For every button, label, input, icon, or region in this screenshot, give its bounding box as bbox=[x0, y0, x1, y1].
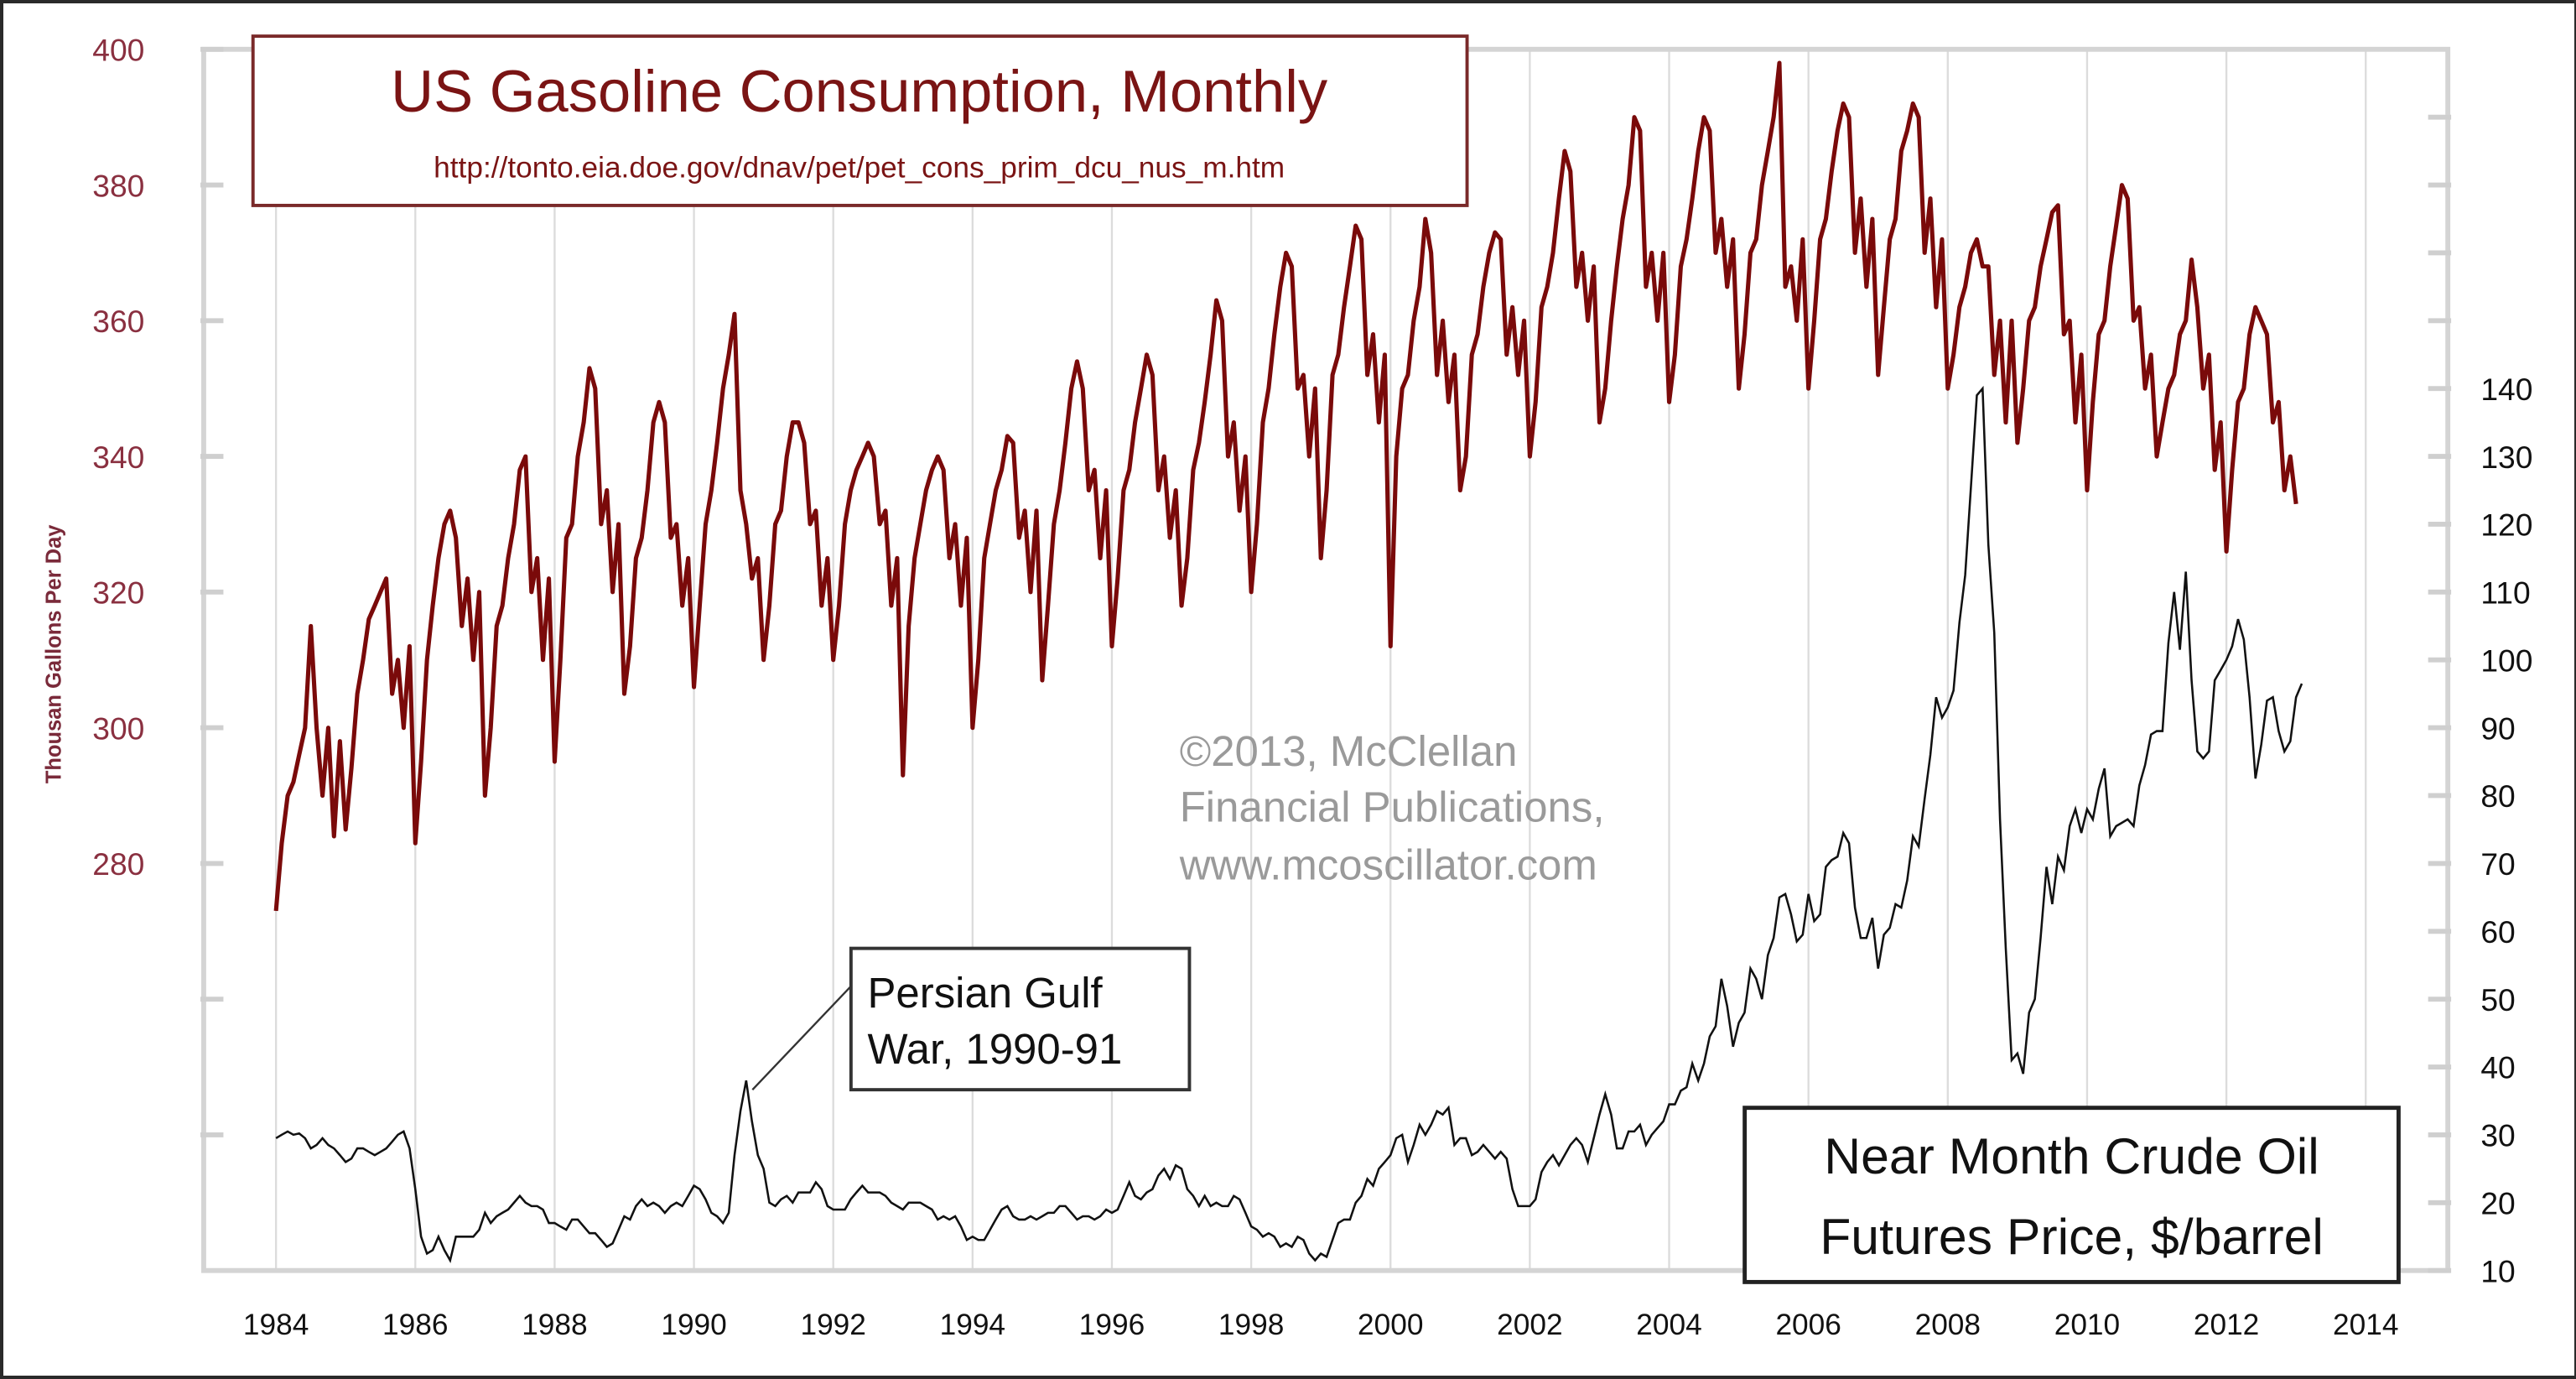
watermark-line-3: www.mcoscillator.com bbox=[1179, 840, 1597, 888]
right-y-tick-label: 90 bbox=[2480, 710, 2515, 746]
x-tick-label: 2004 bbox=[1636, 1309, 1701, 1341]
crude-oil-title-box: Near Month Crude Oil Futures Price, $/ba… bbox=[1742, 1106, 2401, 1284]
x-tick-label: 1988 bbox=[522, 1309, 587, 1341]
left-y-tick-label: 340 bbox=[92, 440, 144, 475]
chart-title: US Gasoline Consumption, Monthly bbox=[391, 58, 1328, 124]
right-y-tick-label: 140 bbox=[2480, 372, 2532, 407]
annotation-pointer bbox=[751, 985, 852, 1090]
plot-area-border bbox=[201, 46, 2451, 1273]
left-y-tick-label: 320 bbox=[92, 575, 144, 611]
gasoline-title-box: US Gasoline Consumption, Monthly http://… bbox=[251, 34, 1469, 207]
crude-oil-series-line bbox=[275, 385, 2303, 1263]
x-tick-label: 1998 bbox=[1218, 1309, 1284, 1341]
left-y-tick-label: 360 bbox=[92, 304, 144, 339]
right-y-tick-label: 10 bbox=[2480, 1253, 2515, 1288]
x-tick-label: 1986 bbox=[382, 1309, 448, 1341]
right-y-tick-label: 20 bbox=[2480, 1186, 2515, 1221]
right-y-tick-label: 100 bbox=[2480, 643, 2532, 678]
gasoline-series-line bbox=[273, 60, 2298, 912]
right-y-tick-label: 40 bbox=[2480, 1050, 2515, 1085]
x-tick-label: 2012 bbox=[2194, 1309, 2259, 1341]
axis-ticks: 1984 1986 1988 1990 1992 1994 1996 1998 2000 2002… bbox=[92, 32, 2532, 1341]
x-tick-label: 1984 bbox=[243, 1309, 309, 1341]
right-y-tick-label: 70 bbox=[2480, 846, 2515, 882]
annotation-line-2: War, 1990-91 bbox=[867, 1025, 1122, 1073]
left-y-tick-label: 280 bbox=[92, 846, 144, 882]
x-tick-label: 1992 bbox=[800, 1309, 865, 1341]
x-tick-label: 2000 bbox=[1358, 1309, 1423, 1341]
crude-title-line-1: Near Month Crude Oil bbox=[1824, 1127, 2319, 1184]
x-tick-label: 1996 bbox=[1079, 1309, 1145, 1341]
right-y-tick-label: 110 bbox=[2480, 575, 2530, 611]
x-tick-label: 1990 bbox=[661, 1309, 726, 1341]
right-y-tick-label: 30 bbox=[2480, 1118, 2515, 1153]
watermark: ©2013, McClellan Financial Publications,… bbox=[1179, 727, 1605, 888]
right-y-tick-label: 80 bbox=[2480, 778, 2515, 814]
x-tick-label: 2008 bbox=[1915, 1309, 1981, 1341]
left-y-tick-label: 380 bbox=[92, 168, 144, 203]
x-tick-label: 2002 bbox=[1497, 1309, 1562, 1341]
left-axis-title: Thousan Gallons Per Day bbox=[42, 524, 65, 783]
right-y-tick-label: 130 bbox=[2480, 440, 2532, 475]
left-y-tick-label: 400 bbox=[92, 32, 144, 67]
right-y-tick-label: 50 bbox=[2480, 982, 2515, 1017]
watermark-line-1: ©2013, McClellan bbox=[1180, 727, 1518, 775]
x-tick-label: 2010 bbox=[2054, 1309, 2120, 1341]
left-y-tick-label: 300 bbox=[92, 710, 144, 746]
crude-title-line-2: Futures Price, $/barrel bbox=[1820, 1208, 2324, 1265]
persian-gulf-annotation: Persian Gulf War, 1990-91 bbox=[751, 946, 1192, 1092]
x-tick-label: 1994 bbox=[940, 1309, 1005, 1341]
x-tick-label: 2014 bbox=[2333, 1309, 2398, 1341]
right-y-tick-label: 60 bbox=[2480, 914, 2515, 950]
right-y-tick-label: 120 bbox=[2480, 507, 2532, 543]
grid bbox=[274, 49, 2367, 1271]
annotation-line-1: Persian Gulf bbox=[867, 969, 1103, 1017]
chart-subtitle-url: http://tonto.eia.doe.gov/dnav/pet/pet_co… bbox=[434, 152, 1285, 185]
x-tick-label: 2006 bbox=[1775, 1309, 1841, 1341]
watermark-line-2: Financial Publications, bbox=[1180, 783, 1605, 831]
